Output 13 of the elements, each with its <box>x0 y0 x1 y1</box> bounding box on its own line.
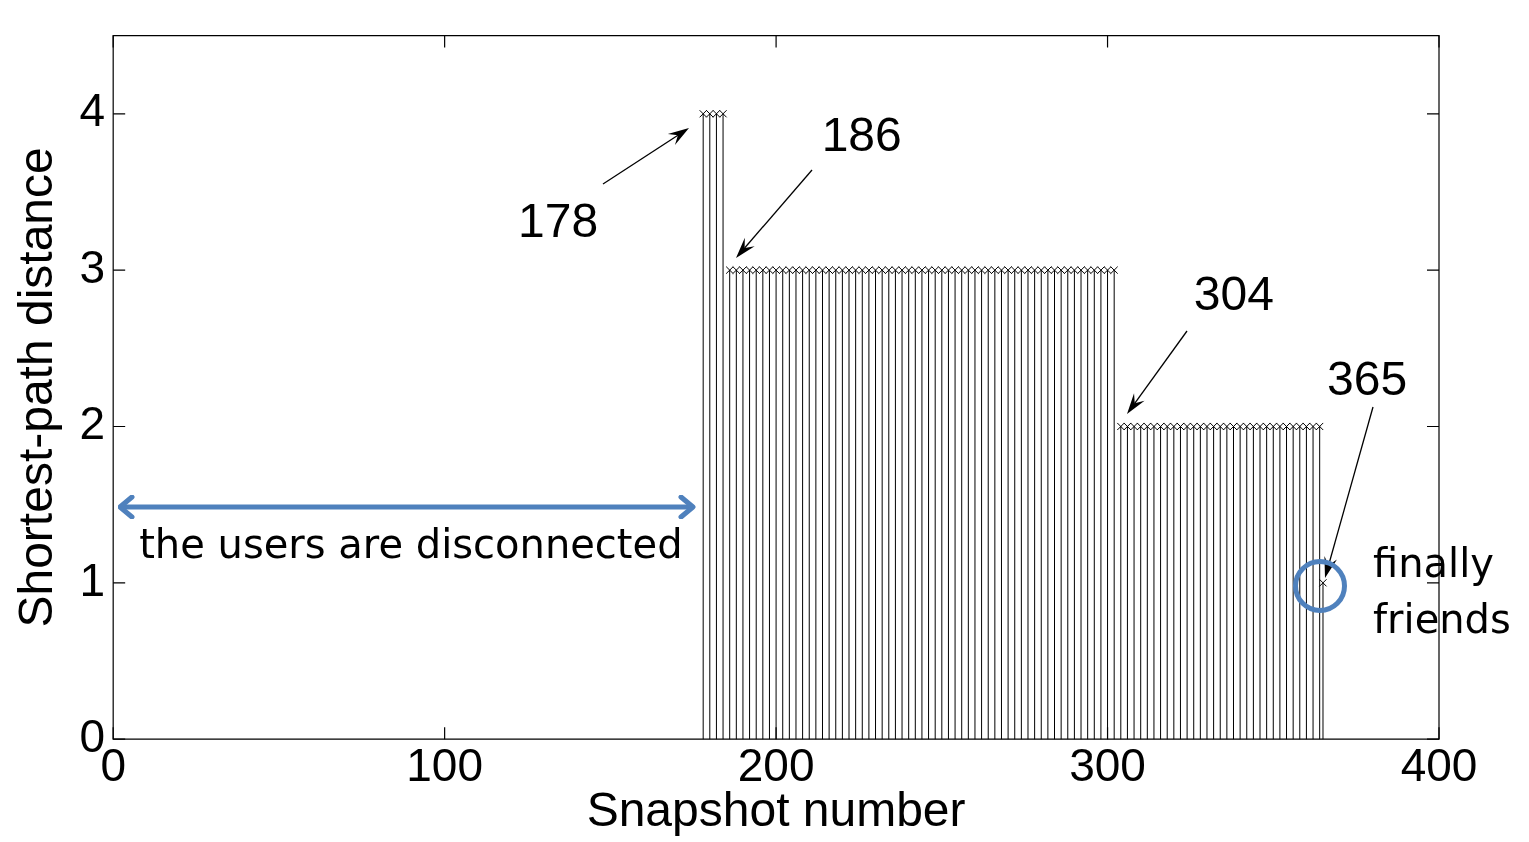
x-tick-label: 100 <box>406 739 484 792</box>
annotation: 365 <box>1326 350 1408 407</box>
annotation: 186 <box>821 108 902 162</box>
y-tick-label: 1 <box>79 553 106 606</box>
x-tick-label: 300 <box>1069 739 1146 792</box>
annotation: 178 <box>518 194 599 248</box>
y-axis-title: Shortest-path distance <box>9 147 63 628</box>
annotation: the users are disconnected <box>139 521 683 567</box>
y-tick-label: 3 <box>79 240 106 293</box>
x-tick-label: 400 <box>1400 739 1478 792</box>
y-tick-label: 4 <box>79 84 106 137</box>
annotation: 304 <box>1193 266 1274 320</box>
y-tick-label: 2 <box>79 397 106 450</box>
